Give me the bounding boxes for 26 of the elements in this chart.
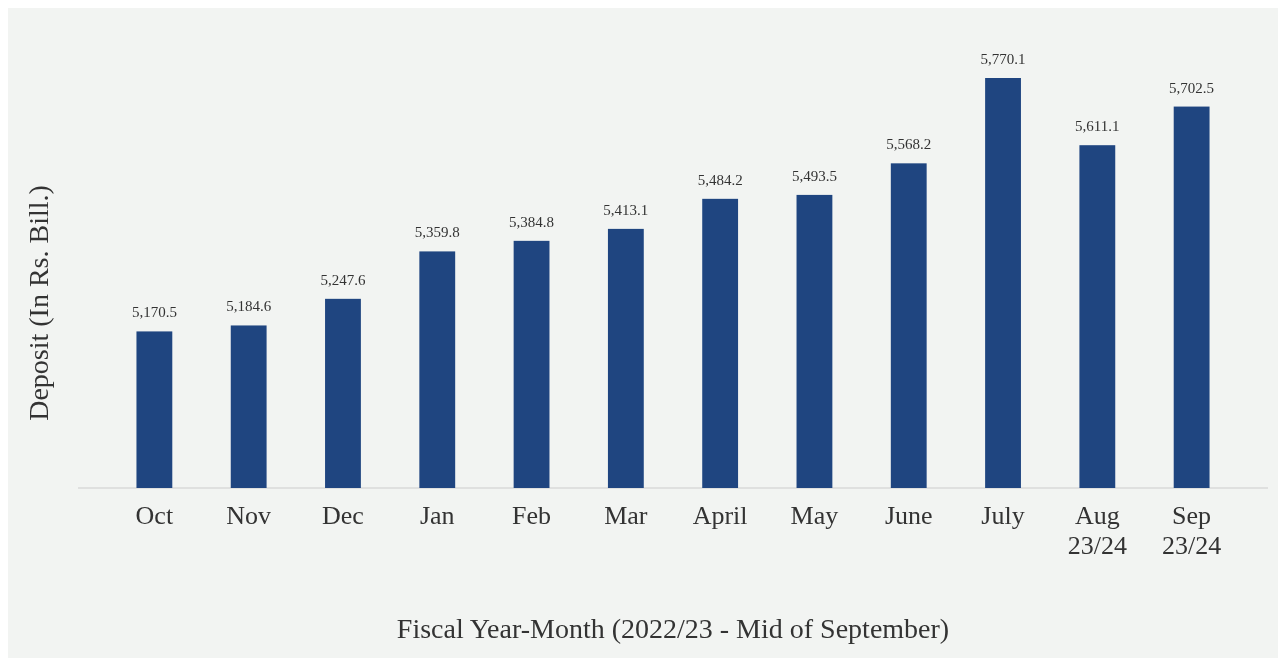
y-axis-title: Deposit (In Rs. Bill.) (23, 185, 54, 421)
x-tick-label: April (692, 501, 748, 530)
x-tick-label: Aug 23/24 (1067, 501, 1127, 560)
data-label: 5,413.1 (603, 201, 649, 218)
data-label: 5,770.1 (980, 51, 1026, 67)
data-label: 5,568.2 (886, 136, 932, 153)
data-label: 5,170.5 (131, 304, 177, 321)
data-label: 5,359.8 (414, 224, 460, 241)
x-axis-title: Fiscal Year-Month (2022/23 - Mid of September) (396, 613, 950, 644)
x-tick-label: May (790, 501, 839, 530)
x-tick-label: July (981, 501, 1025, 530)
x-tick-label: Mar (604, 501, 648, 530)
data-label: 5,611.1 (1075, 118, 1120, 135)
data-label: 5,247.6 (320, 271, 366, 288)
data-label: 5,184.6 (226, 298, 272, 315)
x-tick-label: June (884, 501, 933, 530)
x-tick-label: Feb (512, 501, 552, 530)
x-tick-label: Jan (419, 501, 455, 530)
data-label: 5,493.5 (791, 167, 837, 184)
x-tick-label: Nov (226, 501, 272, 530)
data-label: 5,384.8 (509, 213, 555, 230)
x-tick-label: Dec (322, 501, 364, 530)
data-label: 5,702.5 (1169, 79, 1215, 96)
x-tick-label: Sep 23/24 (1162, 501, 1222, 560)
x-tick-label: Oct (135, 501, 174, 530)
data-label: 5,484.2 (697, 171, 743, 188)
